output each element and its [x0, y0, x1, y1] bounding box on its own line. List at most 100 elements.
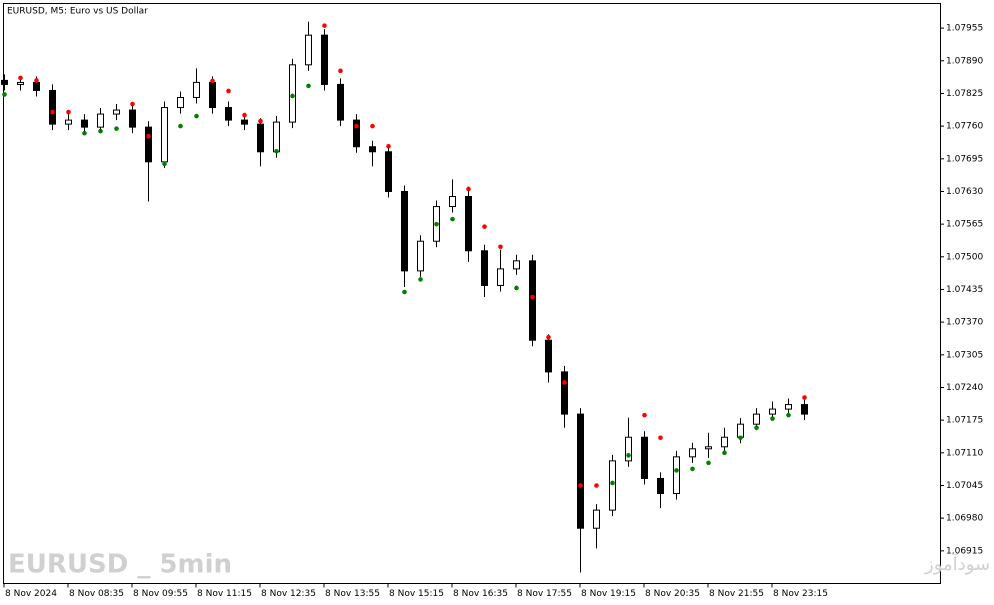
sar-dot [434, 221, 439, 227]
sar-dot [50, 109, 55, 115]
y-tick-label: 1.07565 [946, 220, 983, 230]
sar-dot [418, 277, 423, 282]
sar-dot [770, 416, 775, 421]
sar-dot [162, 161, 167, 167]
sar-dot [578, 483, 583, 488]
y-tick-label: 1.07175 [946, 416, 983, 426]
candle-body [545, 339, 552, 373]
sar-dot [738, 435, 743, 441]
sar-dot [786, 412, 791, 418]
candle-body [353, 119, 360, 148]
y-tick-label: 1.06915 [946, 546, 983, 556]
candle-body [65, 119, 72, 125]
candle-body [129, 109, 136, 128]
chart-title: EURUSD, M5: Euro vs US Dollar [7, 7, 148, 17]
candle-body [17, 81, 24, 85]
candle-body [753, 413, 760, 425]
candle-body [193, 81, 200, 98]
sar-dot [242, 112, 247, 118]
x-tick-label: 8 Nov 08:35 [69, 589, 124, 599]
candle-body [305, 34, 312, 66]
sar-dot [18, 75, 23, 81]
x-tick-label: 8 Nov 09:55 [133, 589, 188, 599]
sar-dot [530, 294, 535, 300]
candle-body [257, 123, 264, 153]
y-tick-label: 1.07045 [946, 481, 983, 491]
watermark: انتشار در سایت سودآموز [924, 552, 994, 575]
sar-dot [402, 289, 407, 295]
sar-dot [2, 92, 7, 97]
sar-dot [290, 93, 295, 99]
candle-body [33, 81, 40, 91]
sar-dot [498, 244, 503, 250]
candle-body [801, 404, 808, 415]
candle-body [177, 96, 184, 109]
candle-body [337, 83, 344, 121]
x-tick-label: 8 Nov 17:55 [517, 589, 572, 599]
candle-body [417, 240, 424, 272]
candle-body [289, 64, 296, 123]
y-tick-label: 1.07500 [946, 252, 983, 262]
candle-body [529, 260, 536, 341]
sar-dot [690, 466, 695, 472]
y-tick-label: 1.07630 [946, 187, 983, 197]
candle-body [769, 408, 776, 415]
candle-body [273, 121, 280, 153]
sar-dot [146, 133, 151, 139]
sar-dot [274, 148, 279, 154]
candle-body [321, 34, 328, 85]
candle-body [577, 413, 584, 529]
x-tick-label: 8 Nov 23:15 [773, 589, 828, 599]
candle-body [609, 460, 616, 511]
candle-body [465, 195, 472, 252]
sar-dot [546, 334, 551, 340]
y-tick-label: 1.07435 [946, 285, 983, 295]
sar-dot [338, 68, 343, 74]
sar-dot [706, 460, 711, 466]
sar-dot [594, 483, 599, 488]
sar-dot [322, 23, 327, 28]
x-tick-label: 8 Nov 21:55 [709, 589, 764, 599]
sar-dot [562, 380, 567, 385]
candle-body [369, 146, 376, 153]
sar-dot [754, 425, 759, 430]
x-tick-label: 8 Nov 12:35 [261, 589, 316, 599]
x-tick-label: 8 Nov 11:15 [197, 589, 252, 599]
candle-body [625, 436, 632, 462]
candle-body [481, 250, 488, 286]
candle-body [241, 119, 248, 125]
candle-body [673, 456, 680, 495]
candle-body [721, 436, 728, 448]
y-tick-label: 1.07695 [946, 154, 983, 164]
y-tick-label: 1.07890 [946, 56, 983, 66]
sar-dot [722, 450, 727, 456]
sar-dot [386, 143, 391, 149]
candle-body [593, 509, 600, 529]
y-tick-label: 1.07240 [946, 383, 983, 393]
sar-dot [82, 130, 87, 136]
candle-body [385, 151, 392, 192]
watermark: EURUSD _ 5min [8, 550, 232, 580]
y-tick-label: 1.07305 [946, 350, 983, 360]
sar-dot [114, 126, 119, 131]
candle-body [145, 126, 152, 163]
y-tick-label: 1.07370 [946, 318, 983, 328]
sar-dot [98, 128, 103, 134]
y-tick-label: 1.07825 [946, 89, 983, 99]
x-tick-label: 8 Nov 13:55 [325, 589, 380, 599]
candle-body [449, 195, 456, 208]
x-tick-label: 8 Nov 19:15 [581, 589, 636, 599]
sar-dot [210, 78, 215, 84]
sar-dot [514, 285, 519, 291]
candle-body [497, 268, 504, 286]
sar-dot [34, 78, 39, 83]
candle-body [641, 436, 648, 479]
candle-body [689, 448, 696, 458]
candle-body [113, 109, 120, 115]
candle-body [561, 371, 568, 415]
candle-body [705, 446, 712, 450]
candle-body [657, 477, 664, 495]
y-tick-label: 1.07955 [946, 24, 983, 34]
sar-dot [610, 480, 615, 486]
